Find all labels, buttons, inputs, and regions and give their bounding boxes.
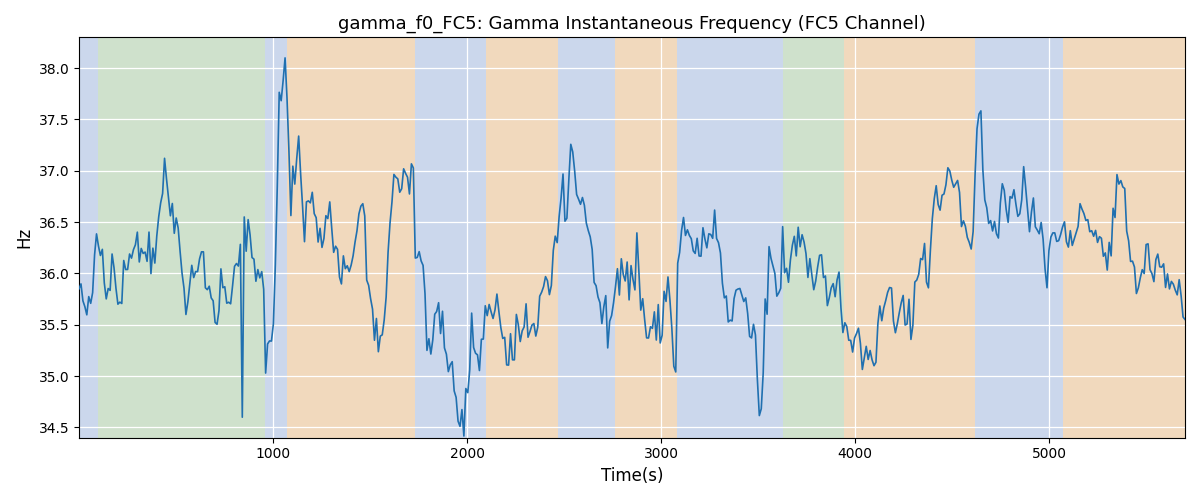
Bar — [79, 38, 98, 438]
Y-axis label: Hz: Hz — [14, 227, 32, 248]
Bar — [784, 38, 844, 438]
Bar — [677, 38, 696, 438]
Bar — [844, 38, 976, 438]
Bar — [696, 38, 758, 438]
Bar — [976, 38, 1063, 438]
X-axis label: Time(s): Time(s) — [601, 467, 664, 485]
Bar — [98, 38, 265, 438]
Bar — [558, 38, 614, 438]
Bar — [1063, 38, 1184, 438]
Bar — [758, 38, 784, 438]
Bar — [265, 38, 287, 438]
Bar — [415, 38, 486, 438]
Bar — [486, 38, 558, 438]
Bar — [287, 38, 415, 438]
Bar — [614, 38, 677, 438]
Title: gamma_f0_FC5: Gamma Instantaneous Frequency (FC5 Channel): gamma_f0_FC5: Gamma Instantaneous Freque… — [338, 15, 926, 34]
